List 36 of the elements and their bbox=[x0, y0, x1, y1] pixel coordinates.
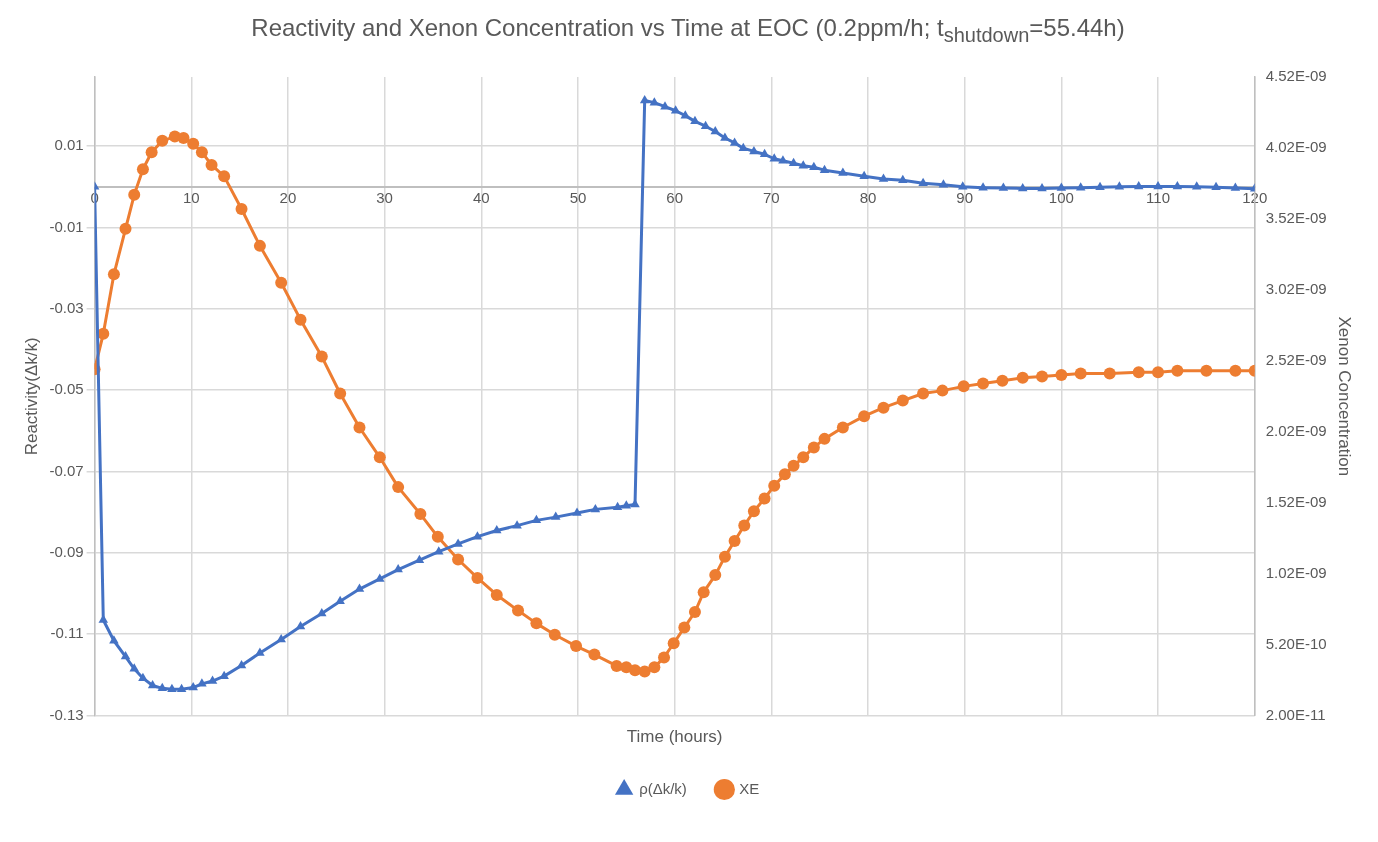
y-tick-label: -0.05 bbox=[49, 380, 84, 398]
x-tick-label: 30 bbox=[376, 188, 393, 206]
y-axis-title: Reactivity(Δk/k) bbox=[21, 337, 41, 456]
x-tick-label: 70 bbox=[762, 188, 780, 206]
chart-title: Reactivity and Xenon Concentration vs Time at EOC (0.2ppm/h; t$_{shutdown}$=55.44h) bbox=[250, 13, 1126, 47]
y2-tick-label: 2.52E-09 bbox=[1265, 350, 1327, 368]
y2-tick-label: 2.02E-09 bbox=[1265, 421, 1327, 439]
x-tick-label: 20 bbox=[279, 188, 297, 206]
legend-label: XE bbox=[739, 779, 760, 797]
y2-tick-label: 4.02E-09 bbox=[1265, 137, 1327, 155]
y2-tick-label: 1.52E-09 bbox=[1265, 492, 1327, 510]
y2-axis-title: Xenon Concentration bbox=[1335, 316, 1355, 476]
y-tick-label: -0.09 bbox=[49, 542, 84, 560]
y-tick-label: 0.01 bbox=[54, 136, 84, 154]
legend-label: ρ(Δk/k) bbox=[639, 779, 687, 797]
x-axis-title: Time (hours) bbox=[626, 727, 723, 747]
x-tick-label: 80 bbox=[859, 188, 877, 206]
x-tick-label: 120 bbox=[1242, 188, 1268, 206]
x-tick-label: 90 bbox=[956, 188, 974, 206]
x-tick-label: 50 bbox=[569, 188, 587, 206]
x-tick-label: 60 bbox=[666, 188, 683, 206]
y-tick-label: -0.13 bbox=[49, 705, 84, 723]
y-tick-label: -0.01 bbox=[49, 217, 84, 235]
y-tick-label: -0.07 bbox=[49, 461, 84, 479]
x-tick-label: 40 bbox=[472, 188, 490, 206]
y2-tick-label: 3.02E-09 bbox=[1265, 279, 1327, 297]
y-tick-label: -0.11 bbox=[50, 624, 84, 642]
x-tick-label: 100 bbox=[1048, 188, 1074, 206]
x-tick-label: 110 bbox=[1146, 188, 1170, 206]
y2-tick-label: 4.52E-09 bbox=[1265, 66, 1327, 84]
y2-tick-label: 2.00E-11 bbox=[1265, 705, 1326, 723]
y-tick-label: -0.03 bbox=[49, 298, 84, 316]
y2-tick-label: 1.02E-09 bbox=[1265, 563, 1327, 581]
x-tick-label: 10 bbox=[182, 188, 200, 206]
y2-tick-label: 5.20E-10 bbox=[1265, 634, 1327, 652]
y2-tick-label: 3.52E-09 bbox=[1265, 208, 1327, 226]
